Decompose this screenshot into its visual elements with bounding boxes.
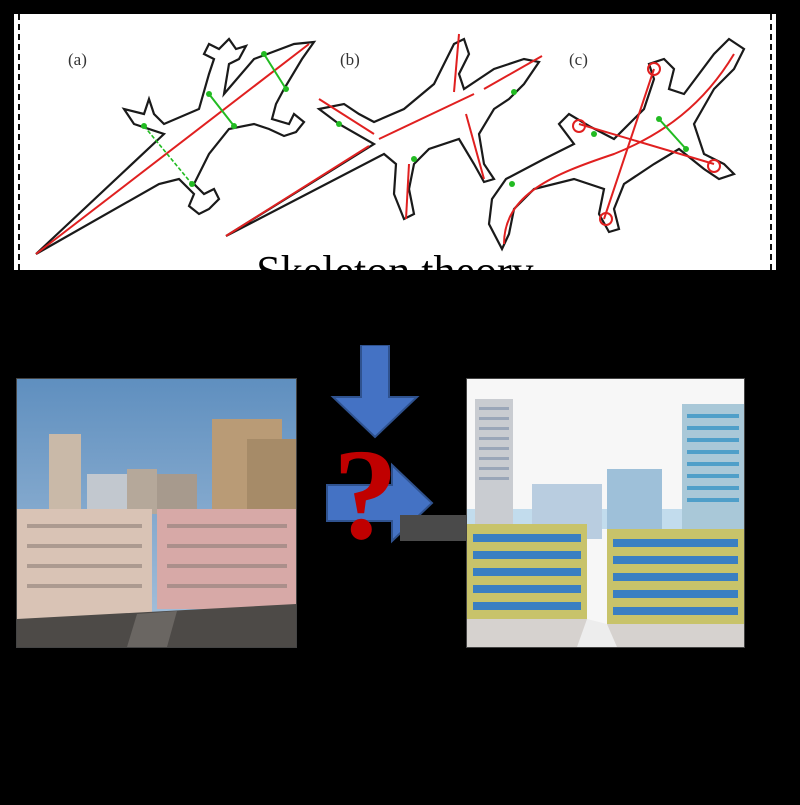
- gecko-a: [35, 37, 317, 255]
- down-arrow-icon: [330, 345, 420, 439]
- skeleton-theory-panel: (a) (b) (c): [14, 14, 776, 270]
- label-a: (a): [68, 50, 87, 69]
- building-model-icon: [467, 379, 744, 647]
- gecko-c: [487, 37, 746, 252]
- photo-icon: [17, 379, 296, 647]
- panel-border-left: [18, 14, 20, 270]
- label-c: (c): [569, 50, 588, 69]
- question-mark: ?: [333, 423, 398, 567]
- panel-border-right: [770, 14, 772, 270]
- building-model-render: [466, 378, 745, 648]
- street-photo: [16, 378, 297, 648]
- label-b: (b): [340, 50, 360, 69]
- gecko-skeleton-illustrations: [35, 33, 746, 255]
- gecko-b: [225, 33, 543, 237]
- skeleton-theory-caption: Skeleton theory: [14, 246, 776, 270]
